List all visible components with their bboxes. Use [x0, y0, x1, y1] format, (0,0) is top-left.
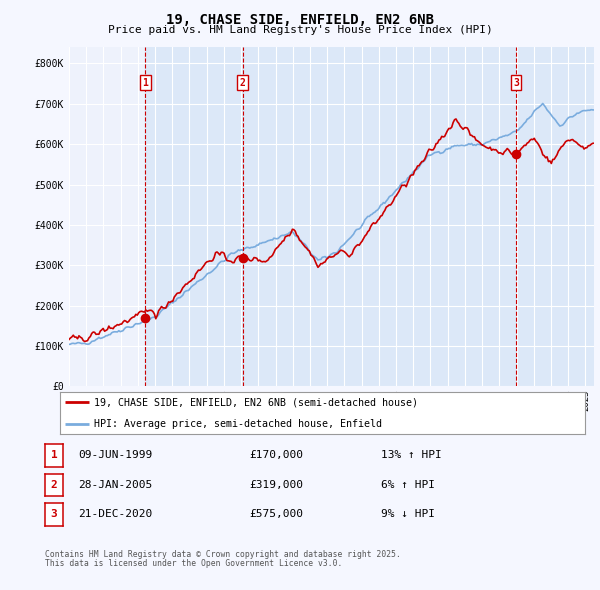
Text: 9% ↓ HPI: 9% ↓ HPI [381, 510, 435, 519]
Text: 28-JAN-2005: 28-JAN-2005 [78, 480, 152, 490]
Text: 1: 1 [142, 78, 148, 88]
Text: Price paid vs. HM Land Registry's House Price Index (HPI): Price paid vs. HM Land Registry's House … [107, 25, 493, 35]
Text: 09-JUN-1999: 09-JUN-1999 [78, 451, 152, 460]
Text: 21-DEC-2020: 21-DEC-2020 [78, 510, 152, 519]
Bar [242, 47, 516, 386]
Text: £170,000: £170,000 [249, 451, 303, 460]
Text: £575,000: £575,000 [249, 510, 303, 519]
Text: HPI: Average price, semi-detached house, Enfield: HPI: Average price, semi-detached house,… [94, 419, 382, 428]
Text: £319,000: £319,000 [249, 480, 303, 490]
Text: 19, CHASE SIDE, ENFIELD, EN2 6NB (semi-detached house): 19, CHASE SIDE, ENFIELD, EN2 6NB (semi-d… [94, 398, 418, 407]
Text: Contains HM Land Registry data © Crown copyright and database right 2025.: Contains HM Land Registry data © Crown c… [45, 550, 401, 559]
Text: 1: 1 [50, 451, 58, 460]
Bar [145, 47, 242, 386]
Text: 2: 2 [50, 480, 58, 490]
Text: 19, CHASE SIDE, ENFIELD, EN2 6NB: 19, CHASE SIDE, ENFIELD, EN2 6NB [166, 13, 434, 27]
Text: 2: 2 [239, 78, 245, 88]
Text: 3: 3 [513, 78, 519, 88]
Bar [516, 47, 594, 386]
Text: 6% ↑ HPI: 6% ↑ HPI [381, 480, 435, 490]
Text: 13% ↑ HPI: 13% ↑ HPI [381, 451, 442, 460]
Text: 3: 3 [50, 510, 58, 519]
Text: This data is licensed under the Open Government Licence v3.0.: This data is licensed under the Open Gov… [45, 559, 343, 568]
